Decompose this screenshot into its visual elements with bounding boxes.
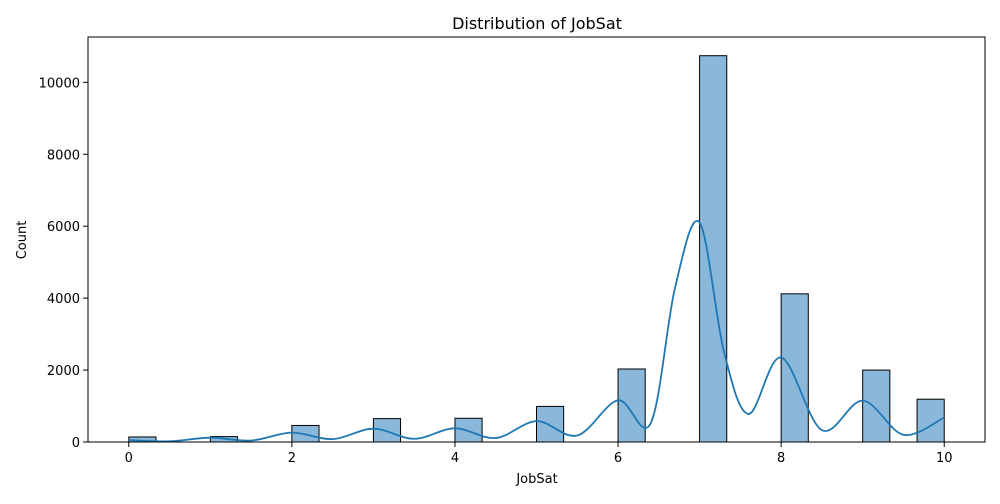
- histogram-bar-8: [780, 293, 809, 443]
- y-axis-label: Count: [15, 221, 30, 260]
- y-tick-label: 4000: [47, 292, 80, 307]
- y-tick-label: 10000: [39, 76, 80, 91]
- y-tick-label: 0: [72, 436, 80, 451]
- histogram-bar-7: [699, 55, 728, 443]
- bars-group: [128, 55, 945, 443]
- x-tick-label: 8: [777, 451, 785, 466]
- histogram-bar-5: [536, 405, 565, 443]
- x-tick-label: 10: [936, 451, 953, 466]
- y-tick-label: 6000: [47, 220, 80, 235]
- x-tick-label: 4: [451, 451, 459, 466]
- x-tick-label: 0: [125, 451, 133, 466]
- x-axis-ticks: 0 2 4 6 8 10: [125, 442, 953, 466]
- y-tick-label: 8000: [47, 148, 80, 163]
- histogram-bar-9: [862, 369, 891, 443]
- histogram-bar-3: [372, 418, 402, 443]
- x-tick-label: 6: [614, 451, 622, 466]
- histogram-bar-6: [617, 368, 646, 443]
- plot-frame: [87, 36, 986, 443]
- x-axis-label: JobSat: [515, 472, 557, 487]
- x-tick-label: 2: [288, 451, 296, 466]
- y-tick-label: 2000: [47, 364, 80, 379]
- y-axis-ticks: 0 2000 4000 6000 8000 10000: [39, 76, 88, 451]
- chart-title: Distribution of JobSat: [452, 14, 622, 33]
- histogram-bar-4: [454, 417, 483, 443]
- kde-line: [128, 219, 945, 443]
